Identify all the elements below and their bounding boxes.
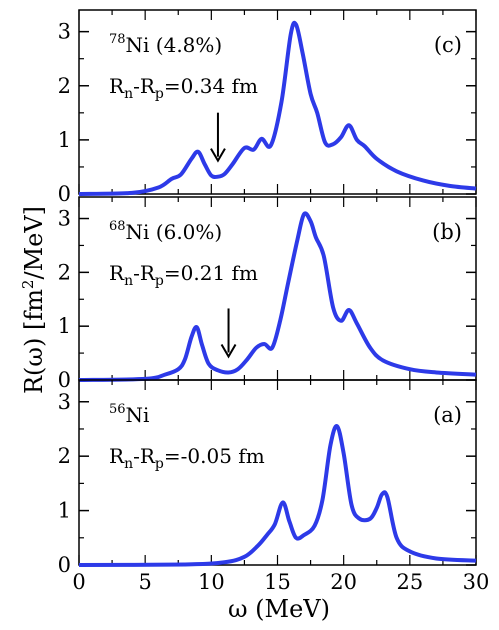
nucleus-label: 68Ni (6.0%) bbox=[109, 219, 222, 244]
y-tick-label: 0 bbox=[58, 182, 71, 206]
x-tick-label: 30 bbox=[463, 570, 490, 594]
nucleus-symbol: Ni (6.0%) bbox=[126, 220, 223, 244]
radius-r: R bbox=[109, 261, 125, 285]
radius-rest: =0.34 fm bbox=[164, 74, 258, 98]
radius-rest: =0.21 fm bbox=[164, 261, 258, 285]
x-tick-label: 0 bbox=[72, 570, 85, 594]
x-tick-label: 10 bbox=[198, 570, 225, 594]
radius-p-sub: p bbox=[155, 273, 164, 289]
panel-label: (c) bbox=[434, 33, 462, 57]
radius-n-sub: n bbox=[124, 456, 133, 472]
x-axis: 0 5 10 15 20 25 30 bbox=[72, 570, 489, 594]
y-tick-label: 2 bbox=[58, 260, 71, 284]
x-tick-label: 20 bbox=[330, 570, 357, 594]
nucleus-mass: 78 bbox=[109, 32, 126, 47]
radius-n-sub: n bbox=[124, 86, 133, 102]
radius-sep: -R bbox=[133, 74, 156, 98]
y-tick-label: 1 bbox=[58, 314, 71, 338]
y-axis-title-sup: 2 bbox=[19, 280, 37, 290]
radius-diff-label: Rn-Rp=0.21 fm bbox=[109, 261, 258, 289]
radius-diff-label: Rn-Rp=-0.05 fm bbox=[109, 444, 265, 472]
radius-sep: -R bbox=[133, 261, 156, 285]
radius-p-sub: p bbox=[155, 456, 164, 472]
series-line bbox=[78, 20, 477, 196]
radius-r: R bbox=[109, 74, 125, 98]
y-tick-label: 3 bbox=[58, 390, 71, 414]
nucleus-symbol: Ni (4.8%) bbox=[126, 33, 223, 57]
y-tick-label: 1 bbox=[58, 499, 71, 523]
nucleus-mass: 56 bbox=[109, 402, 126, 417]
x-axis-title: ω (MeV) bbox=[228, 595, 330, 623]
y-tick-label: 0 bbox=[58, 553, 71, 577]
radius-n-sub: n bbox=[124, 273, 133, 289]
arrow-head bbox=[210, 148, 226, 163]
radius-sep: -R bbox=[133, 444, 156, 468]
y-tick-label: 3 bbox=[58, 20, 71, 44]
nucleus-label: 56Ni bbox=[109, 402, 149, 427]
y-tick-label: 2 bbox=[58, 444, 71, 468]
panel-label: (a) bbox=[433, 403, 462, 427]
radius-p-sub: p bbox=[155, 86, 164, 102]
x-tick-label: 25 bbox=[396, 570, 423, 594]
y-tick-label: 1 bbox=[58, 128, 71, 152]
x-tick-label: 15 bbox=[264, 570, 291, 594]
nucleus-label: 78Ni (4.8%) bbox=[109, 32, 222, 57]
arrow-head bbox=[220, 343, 237, 359]
series-line bbox=[78, 211, 477, 382]
panel-label: (b) bbox=[432, 220, 462, 244]
y-tick-label: 3 bbox=[58, 207, 71, 231]
y-axis-title-unit: /MeV] bbox=[20, 206, 48, 280]
radius-rest: =-0.05 fm bbox=[164, 444, 265, 468]
y-axis-title-main: R(ω) [fm bbox=[20, 289, 48, 394]
x-tick-label: 5 bbox=[138, 570, 151, 594]
radius-diff-label: Rn-Rp=0.34 fm bbox=[109, 74, 258, 102]
y-axis-title: R(ω) [fm2/MeV] bbox=[19, 206, 48, 394]
series-line bbox=[78, 424, 477, 567]
nucleus-symbol: Ni bbox=[126, 403, 150, 427]
y-tick-label: 0 bbox=[58, 368, 71, 392]
y-tick-label: 2 bbox=[58, 74, 71, 98]
radius-r: R bbox=[109, 444, 125, 468]
nucleus-mass: 68 bbox=[109, 219, 126, 234]
